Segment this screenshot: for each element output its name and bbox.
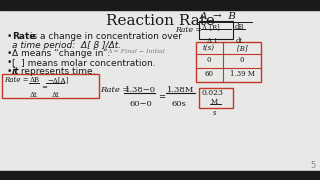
Text: ΔB: ΔB — [30, 76, 40, 84]
Bar — [2, 74, 99, 98]
Text: Rate: Rate — [12, 32, 36, 41]
Text: a time period:  Δ[ β ]/Δt.: a time period: Δ[ β ]/Δt. — [12, 41, 121, 50]
Bar — [0, 0, 320, 10]
Text: Δ [B]: Δ [B] — [202, 23, 220, 31]
Bar — [199, 21, 233, 39]
Text: =: = — [158, 92, 165, 101]
Text: 60: 60 — [204, 70, 213, 78]
Text: 0: 0 — [207, 56, 211, 64]
Text: 1.38−0: 1.38−0 — [125, 86, 156, 94]
Text: 0: 0 — [240, 56, 244, 64]
Bar — [0, 171, 320, 180]
Text: 60s: 60s — [172, 100, 187, 108]
Text: −Δ[A]: −Δ[A] — [47, 76, 68, 84]
Text: Δt: Δt — [52, 91, 60, 99]
Text: is a change in concentration over: is a change in concentration over — [27, 32, 182, 41]
Text: 5: 5 — [311, 161, 316, 170]
Text: it: it — [12, 67, 20, 76]
Text: s: s — [213, 109, 217, 117]
Text: 1.39 M: 1.39 M — [229, 70, 254, 78]
Text: dB: dB — [235, 23, 244, 31]
Text: •: • — [7, 32, 12, 41]
Text: •: • — [7, 67, 12, 76]
Text: dt: dt — [236, 37, 243, 45]
Text: t(s): t(s) — [203, 44, 215, 52]
Text: [  ] means molar concentration.: [ ] means molar concentration. — [12, 58, 156, 67]
Text: 1.38M: 1.38M — [167, 86, 194, 94]
Text: •: • — [7, 58, 12, 67]
Text: A  →  B: A → B — [200, 12, 237, 21]
Bar — [199, 88, 233, 108]
Text: Δ = Final − Initial: Δ = Final − Initial — [107, 49, 165, 54]
Text: Reaction Rate: Reaction Rate — [106, 14, 214, 28]
Text: =: = — [41, 84, 47, 90]
Text: Rate =: Rate = — [4, 76, 28, 84]
Text: Δ means “change in”.: Δ means “change in”. — [12, 49, 110, 58]
Text: Rate =: Rate = — [175, 26, 202, 34]
Text: Δ t: Δ t — [207, 37, 217, 45]
Text: •: • — [7, 49, 12, 58]
Text: M: M — [211, 98, 218, 106]
Text: 60−0: 60−0 — [129, 100, 152, 108]
Text: [B]: [B] — [237, 44, 247, 52]
Text: Rate =: Rate = — [100, 86, 130, 94]
Text: 0.023: 0.023 — [201, 89, 223, 97]
Text: Δt: Δt — [30, 91, 38, 99]
Bar — [196, 42, 261, 82]
Text: represents time.: represents time. — [18, 67, 95, 76]
